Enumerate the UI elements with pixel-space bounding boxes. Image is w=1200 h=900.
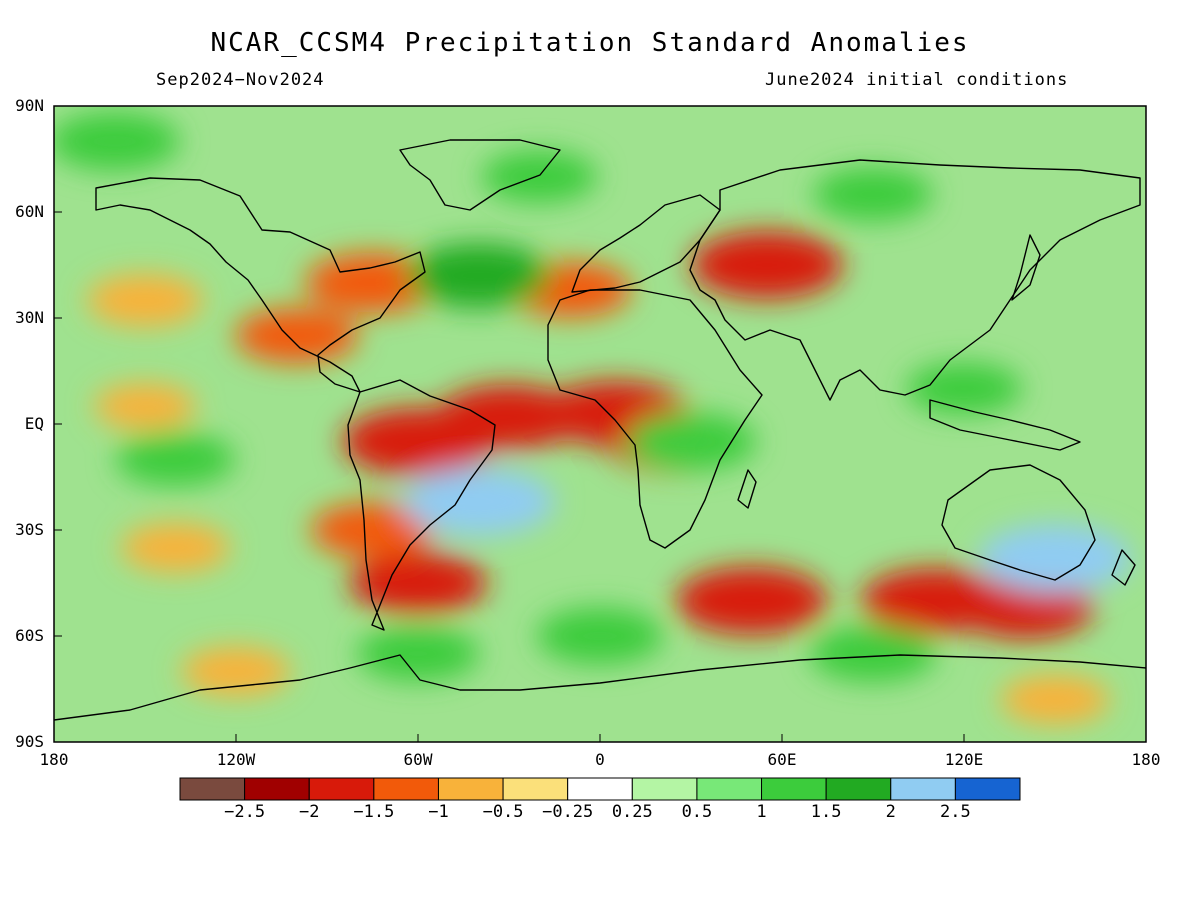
anomaly-region [809, 625, 937, 683]
colorbar-swatch [244, 777, 310, 801]
colorbar-swatch [179, 777, 246, 801]
anomaly-region [120, 523, 230, 573]
maritime-continent-coast [929, 399, 1081, 451]
anomaly-region [349, 552, 487, 614]
madagascar-coast [737, 469, 757, 509]
africa-coast [547, 289, 763, 549]
anomaly-region [406, 243, 552, 308]
colorbar-swatch [631, 777, 698, 801]
new-zealand-coast [1111, 549, 1136, 586]
anomaly-region [536, 607, 664, 665]
colorbar-swatch [761, 777, 827, 801]
lon-label: 60E [767, 750, 797, 769]
anomaly-region [305, 252, 440, 313]
colorbar-label: −0.5 [482, 802, 524, 822]
japan-coast [1011, 234, 1041, 301]
anomaly-regions [54, 112, 1131, 724]
anomaly-region [115, 432, 236, 487]
asia-coast [689, 159, 1141, 401]
anomaly-region [181, 646, 291, 696]
colorbar-swatch [373, 777, 439, 801]
lon-label: 60W [403, 750, 433, 769]
colorbar-label: 1 [756, 802, 767, 822]
colorbar-swatch [825, 777, 892, 801]
chart-title: NCAR_CCSM4 Precipitation Standard Anomal… [210, 28, 970, 58]
colorbar-swatch [308, 777, 375, 801]
colorbar-label: 0.5 [681, 802, 713, 822]
colorbar [179, 777, 1021, 801]
anomaly-region [675, 566, 828, 635]
anomaly-region [235, 308, 359, 364]
lon-label: 0 [595, 750, 605, 769]
lon-label: 180 [1131, 750, 1161, 769]
lat-label: 90N [15, 96, 44, 115]
lat-label: EQ [24, 414, 44, 433]
australia-coast [941, 464, 1096, 581]
colorbar-label: 2.5 [940, 802, 971, 822]
anomaly-region [402, 467, 555, 536]
colorbar-label: −0.25 [542, 802, 594, 822]
anomaly-region [1000, 675, 1110, 724]
map-field [54, 106, 1146, 742]
anomaly-region [356, 626, 480, 682]
south-america-coast [347, 379, 496, 631]
anomaly-region [436, 384, 582, 450]
lon-label: 180 [39, 750, 69, 769]
anomaly-region [625, 412, 757, 471]
colorbar-label: −2 [298, 802, 320, 822]
antarctica-coast [54, 654, 1146, 721]
colorbar-label: 1.5 [810, 802, 842, 822]
anomaly-region [310, 502, 435, 558]
map-frame [53, 105, 1147, 743]
anomaly-region [54, 112, 180, 171]
europe-coast [571, 194, 721, 293]
grid-ticks [54, 211, 965, 742]
anomaly-region [813, 167, 933, 222]
lon-label: 120E [944, 750, 984, 769]
initial-conditions-label: June2024 initial conditions [765, 70, 1069, 90]
lat-label: 60N [15, 202, 44, 221]
lon-label: 120W [216, 750, 256, 769]
colorbar-label: −1 [428, 802, 449, 822]
anomaly-region [690, 231, 843, 299]
north-america-coast [95, 177, 426, 393]
anomaly-region [906, 362, 1022, 415]
anomaly-region [979, 524, 1131, 593]
anomaly-region [87, 274, 203, 327]
colorbar-label: −2.5 [224, 802, 266, 822]
anomaly-region [94, 383, 196, 430]
colorbar-swatch [890, 777, 956, 801]
colorbar-label: 2 [885, 802, 896, 822]
lat-label: 60S [15, 626, 44, 645]
colorbar-label: 0.25 [611, 802, 653, 822]
anomaly-region [481, 150, 598, 203]
colorbar-swatch [954, 777, 1021, 801]
anomaly-region [955, 576, 1094, 639]
greenland-coast [399, 139, 561, 211]
lat-label: 30N [15, 308, 44, 327]
colorbar-swatch [567, 777, 633, 801]
colorbar-swatch [502, 777, 569, 801]
coastline-outlines [54, 139, 1146, 721]
lat-label: 30S [15, 520, 44, 539]
lat-label: 90S [15, 732, 44, 751]
colorbar-swatch [696, 777, 763, 801]
colorbar-swatch [437, 777, 504, 801]
colorbar-label: −1.5 [353, 802, 395, 822]
period-label: Sep2024−Nov2024 [156, 70, 325, 90]
